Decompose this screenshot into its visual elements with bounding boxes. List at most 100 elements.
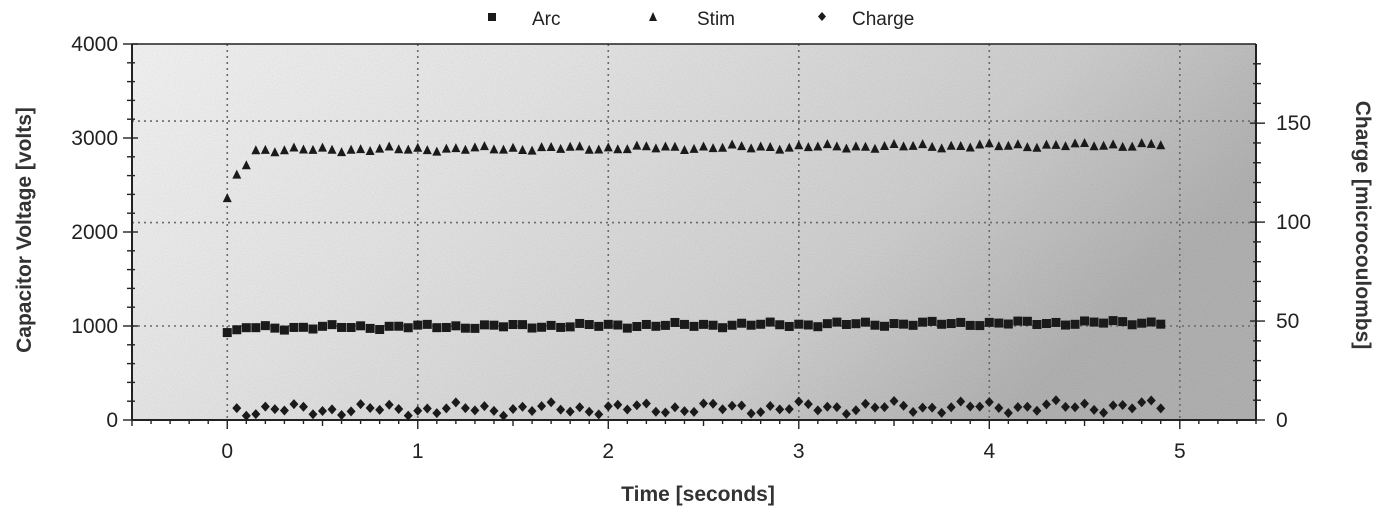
marker-arc bbox=[546, 320, 556, 330]
marker-charge bbox=[813, 405, 823, 416]
marker-charge bbox=[289, 399, 299, 410]
marker-stim bbox=[346, 144, 356, 154]
marker-stim bbox=[946, 140, 956, 150]
marker-arc bbox=[470, 323, 480, 333]
marker-stim bbox=[727, 139, 737, 149]
marker-charge bbox=[670, 402, 680, 413]
marker-charge bbox=[927, 402, 937, 413]
marker-stim bbox=[337, 147, 347, 157]
marker-arc bbox=[908, 320, 918, 330]
marker-stim bbox=[756, 141, 766, 151]
marker-charge bbox=[479, 401, 489, 412]
marker-charge bbox=[1013, 402, 1023, 413]
marker-arc bbox=[1146, 317, 1156, 327]
marker-arc bbox=[889, 319, 899, 329]
marker-stim bbox=[1060, 141, 1070, 151]
marker-arc bbox=[308, 324, 318, 334]
x-tick-label: 5 bbox=[1174, 440, 1186, 463]
marker-arc bbox=[651, 321, 661, 331]
marker-charge bbox=[613, 399, 623, 410]
marker-arc bbox=[975, 321, 985, 331]
marker-arc bbox=[403, 323, 413, 333]
marker-stim bbox=[537, 142, 547, 152]
marker-arc bbox=[537, 322, 547, 332]
marker-charge bbox=[1003, 408, 1013, 419]
marker-charge bbox=[822, 401, 832, 412]
marker-arc bbox=[289, 322, 299, 332]
marker-charge bbox=[784, 404, 794, 415]
marker-charge bbox=[918, 402, 928, 413]
marker-charge bbox=[794, 396, 804, 407]
marker-arc bbox=[251, 323, 261, 333]
marker-stim bbox=[432, 146, 442, 156]
marker-arc bbox=[860, 317, 870, 327]
marker-stim bbox=[556, 143, 566, 153]
marker-stim bbox=[451, 143, 461, 153]
marker-charge bbox=[699, 398, 709, 409]
marker-charge bbox=[460, 403, 470, 414]
marker-charge bbox=[575, 402, 585, 413]
marker-arc bbox=[1013, 316, 1023, 326]
marker-stim bbox=[851, 141, 861, 151]
marker-stim bbox=[651, 143, 661, 153]
marker-stim bbox=[927, 141, 937, 151]
marker-charge bbox=[870, 402, 880, 413]
marker-charge bbox=[251, 409, 261, 420]
marker-charge bbox=[880, 402, 890, 413]
marker-arc bbox=[432, 323, 442, 333]
marker-stim bbox=[870, 143, 880, 153]
marker-charge bbox=[1051, 395, 1061, 406]
marker-arc bbox=[1118, 317, 1128, 327]
marker-charge bbox=[1070, 402, 1080, 413]
marker-stim bbox=[1032, 142, 1042, 152]
marker-stim bbox=[737, 141, 747, 151]
marker-arc bbox=[346, 322, 356, 332]
marker-charge bbox=[1080, 398, 1090, 409]
marker-charge bbox=[1089, 404, 1099, 415]
marker-stim bbox=[1127, 141, 1137, 151]
marker-arc bbox=[832, 317, 842, 327]
marker-stim bbox=[251, 145, 261, 155]
marker-stim bbox=[813, 141, 823, 151]
marker-arc bbox=[1060, 320, 1070, 330]
marker-arc bbox=[337, 322, 347, 332]
marker-arc bbox=[937, 319, 947, 329]
marker-arc bbox=[775, 320, 785, 330]
marker-charge bbox=[432, 408, 442, 419]
marker-charge bbox=[984, 396, 994, 407]
legend-marker-charge bbox=[818, 12, 826, 21]
marker-charge bbox=[651, 406, 661, 417]
marker-charge bbox=[1146, 395, 1156, 406]
marker-arc bbox=[746, 320, 756, 330]
marker-stim bbox=[1013, 139, 1023, 149]
marker-stim bbox=[670, 141, 680, 151]
marker-arc bbox=[318, 321, 328, 331]
y-left-tick-label: 1000 bbox=[71, 315, 118, 338]
marker-charge bbox=[594, 409, 604, 420]
marker-arc bbox=[298, 322, 308, 332]
marker-arc bbox=[1137, 318, 1147, 328]
marker-charge bbox=[956, 396, 966, 407]
marker-arc bbox=[1070, 319, 1080, 329]
marker-stim bbox=[422, 145, 432, 155]
marker-stim bbox=[860, 141, 870, 151]
y-left-tick-label: 3000 bbox=[71, 127, 118, 150]
marker-stim bbox=[603, 142, 613, 152]
marker-stim bbox=[594, 144, 604, 154]
marker-stim bbox=[1156, 140, 1166, 150]
marker-charge bbox=[937, 407, 947, 418]
marker-arc bbox=[527, 323, 537, 333]
marker-charge bbox=[708, 398, 718, 409]
marker-stim bbox=[613, 144, 623, 154]
y-right-tick-label: 150 bbox=[1276, 112, 1311, 135]
marker-charge bbox=[422, 403, 432, 414]
marker-stim bbox=[565, 141, 575, 151]
marker-charge bbox=[603, 401, 613, 412]
marker-charge bbox=[641, 398, 651, 409]
marker-stim bbox=[889, 139, 899, 149]
y-right-tick-label: 50 bbox=[1276, 310, 1299, 333]
marker-stim bbox=[279, 145, 289, 155]
marker-charge bbox=[327, 404, 337, 415]
marker-stim bbox=[1146, 138, 1156, 148]
